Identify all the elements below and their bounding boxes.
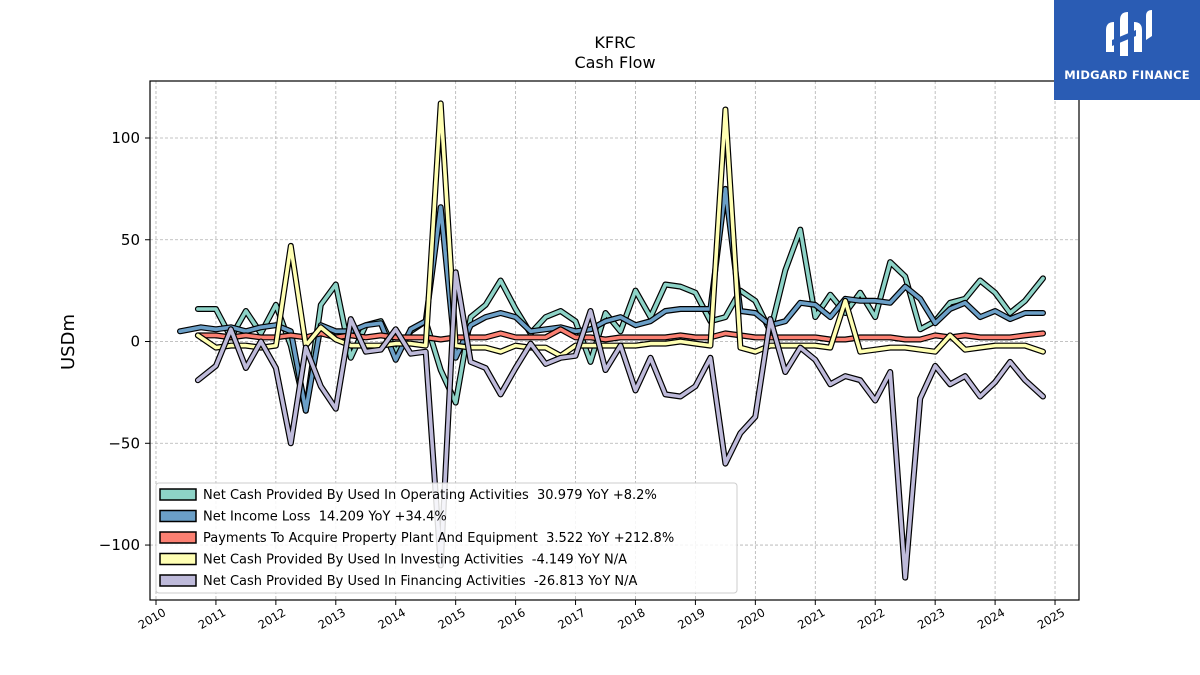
- series-line-5: [196, 270, 1045, 580]
- plot-frame: [149, 80, 1080, 601]
- legend-swatch: [159, 488, 197, 501]
- chart-subtitle: Cash Flow: [574, 53, 655, 72]
- x-tick-label: 2014: [376, 605, 408, 632]
- x-tick-label: 2011: [196, 605, 228, 632]
- legend-label: Net Cash Provided By Used In Financing A…: [203, 574, 638, 589]
- y-tick-label: 100: [111, 129, 140, 147]
- x-tick-label: 2020: [735, 605, 767, 632]
- x-tick-label: 2019: [675, 605, 707, 632]
- x-tick-label: 2012: [256, 605, 288, 632]
- x-tick-label: 2023: [915, 605, 947, 632]
- y-tick-label: −50: [108, 434, 140, 452]
- series-lines: [177, 100, 1046, 581]
- legend-swatch: [159, 531, 197, 544]
- legend-label: Payments To Acquire Property Plant And E…: [203, 531, 674, 546]
- x-tick-label: 2010: [136, 605, 168, 632]
- x-tick-label: 2017: [555, 605, 587, 632]
- x-tick-label: 2015: [435, 605, 467, 632]
- y-tick-label: −100: [99, 536, 140, 554]
- chart-title: KFRC: [594, 33, 635, 52]
- x-tick-label: 2013: [316, 605, 348, 632]
- x-tick-label: 2024: [975, 605, 1007, 632]
- x-tick-label: 2018: [615, 605, 647, 632]
- legend: Net Cash Provided By Used In Operating A…: [155, 482, 738, 594]
- y-tick-label: 0: [130, 333, 140, 351]
- legend-box: [155, 482, 738, 594]
- legend-swatch: [159, 509, 197, 523]
- series-line-2: [178, 187, 1045, 413]
- series-line-3: [196, 327, 1045, 342]
- x-tick-label: 2025: [1035, 605, 1067, 632]
- x-tick-label: 2021: [795, 605, 827, 632]
- legend-swatch: [159, 574, 197, 587]
- legend-swatch: [159, 552, 197, 566]
- midgard-logo: MIDGARD FINANCE: [1054, 0, 1200, 100]
- midgard-logo-icon: [1106, 10, 1152, 56]
- legend-label: Net Cash Provided By Used In Operating A…: [203, 488, 657, 503]
- x-tick-label: 2022: [855, 605, 887, 632]
- logo-text: MIDGARD FINANCE: [1064, 68, 1190, 82]
- legend-label: Net Income Loss 14.209 YoY +34.4%: [203, 510, 447, 525]
- x-tick-label: 2016: [495, 605, 527, 632]
- legend-label: Net Cash Provided By Used In Investing A…: [203, 553, 627, 568]
- y-tick-label: 50: [121, 231, 140, 249]
- y-axis-label: USDm: [58, 314, 79, 370]
- series-line-1: [196, 227, 1045, 413]
